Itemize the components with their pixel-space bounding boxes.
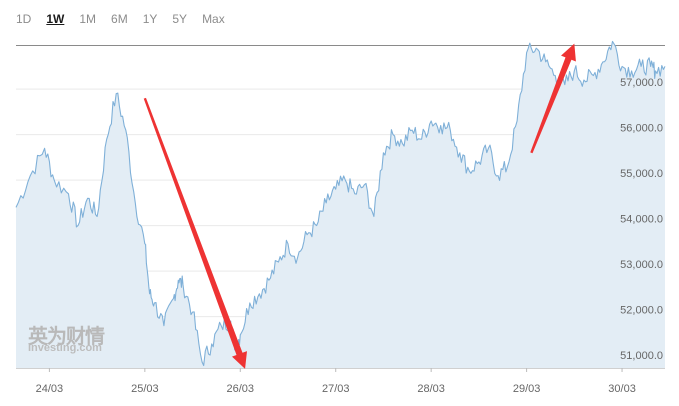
range-1d[interactable]: 1D bbox=[16, 12, 32, 26]
x-tick-label: 26/03 bbox=[227, 383, 255, 395]
range-5y[interactable]: 5Y bbox=[172, 12, 188, 26]
y-tick-label: 53,000.0 bbox=[620, 259, 663, 271]
x-tick-label: 27/03 bbox=[322, 383, 350, 395]
y-tick-label: 57,000.0 bbox=[620, 77, 663, 89]
range-1w[interactable]: 1W bbox=[46, 12, 65, 26]
watermark-cn: 英为财情 bbox=[28, 324, 105, 348]
series-area bbox=[16, 41, 665, 369]
y-tick-label: 51,000.0 bbox=[620, 350, 663, 362]
x-tick-label: 29/03 bbox=[513, 383, 541, 395]
up-trend-arrow bbox=[530, 43, 576, 154]
watermark-en: Investing.com bbox=[28, 342, 102, 354]
range-max[interactable]: Max bbox=[202, 12, 225, 26]
x-tick-label: 30/03 bbox=[608, 383, 636, 395]
y-tick-label: 52,000.0 bbox=[620, 305, 663, 317]
range-selector: 1D 1W 1M 6M 1Y 5Y Max bbox=[16, 12, 225, 26]
range-6m[interactable]: 6M bbox=[111, 12, 128, 26]
range-1y[interactable]: 1Y bbox=[142, 12, 158, 26]
y-tick-label: 54,000.0 bbox=[620, 214, 663, 226]
y-tick-label: 56,000.0 bbox=[620, 123, 663, 135]
down-trend-arrow bbox=[143, 97, 248, 369]
range-1m[interactable]: 1M bbox=[79, 12, 97, 26]
x-tick-label: 28/03 bbox=[417, 383, 445, 395]
y-tick-label: 55,000.0 bbox=[620, 168, 663, 180]
x-tick-label: 24/03 bbox=[36, 383, 64, 395]
x-tick-label: 25/03 bbox=[131, 383, 159, 395]
